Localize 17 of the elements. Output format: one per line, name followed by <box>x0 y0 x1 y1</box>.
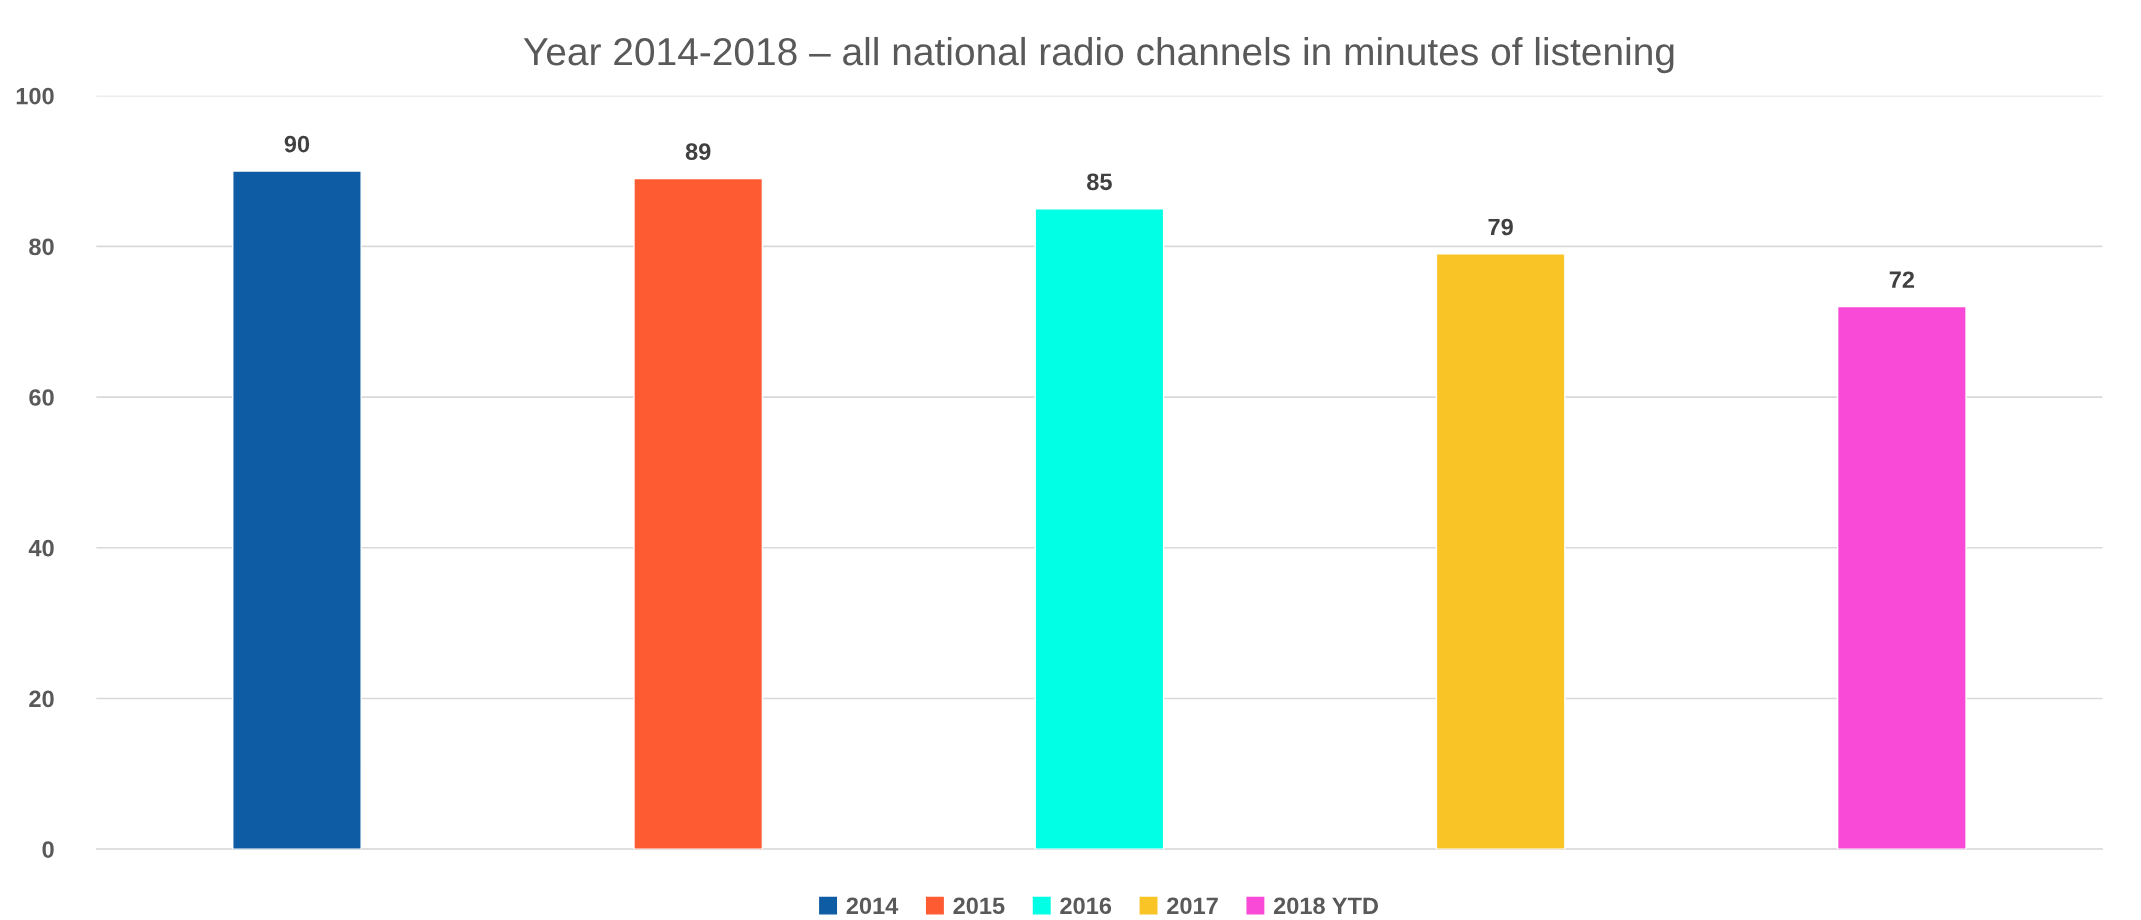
legend-label: 2014 <box>846 897 899 915</box>
data-label: 72 <box>1889 271 1915 288</box>
data-label: 89 <box>685 143 711 161</box>
legend-label: 2017 <box>1167 897 1218 915</box>
y-tick-label: 0 <box>42 841 54 858</box>
chart-title: Year 2014-2018 – all national radio channels in minutes of listening <box>523 36 1674 74</box>
y-tick-label: 40 <box>28 539 54 557</box>
y-tick-label: 20 <box>29 690 54 708</box>
data-label: 79 <box>1488 218 1513 236</box>
legend-label: 2015 <box>953 897 1005 915</box>
y-tick-label: 60 <box>29 389 54 406</box>
data-label: 85 <box>1087 173 1112 191</box>
data-label: 90 <box>284 135 310 153</box>
legend-label: 2018 YTD <box>1273 897 1378 915</box>
legend-label: 2016 <box>1060 897 1112 915</box>
y-tick-label: 80 <box>29 238 54 256</box>
y-tick-label: 100 <box>16 87 54 105</box>
